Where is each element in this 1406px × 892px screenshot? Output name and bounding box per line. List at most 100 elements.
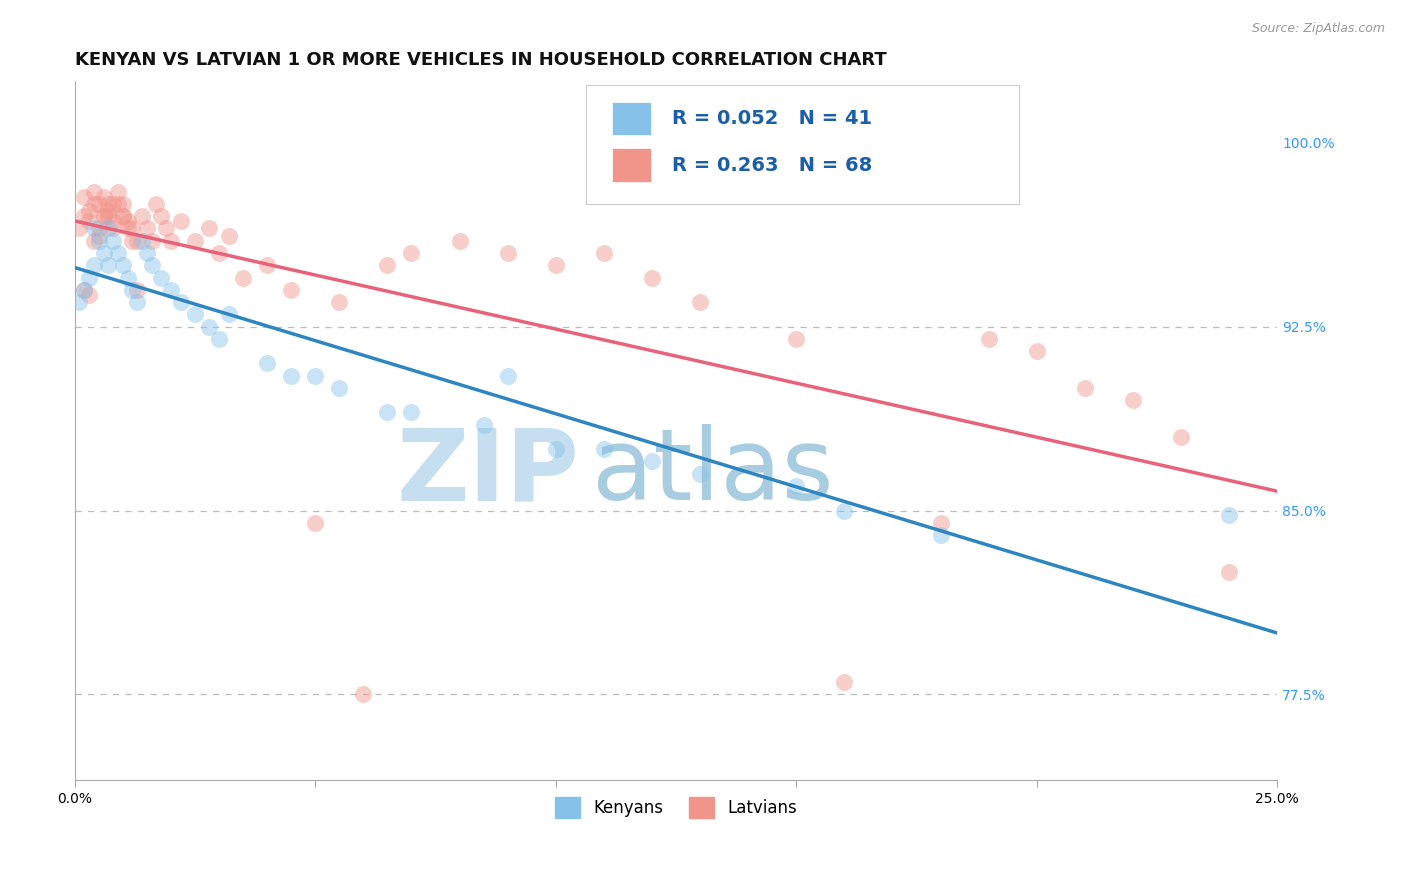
Point: [328, 381, 350, 395]
Point: [208, 332, 231, 346]
Point: [77, 214, 100, 228]
Text: atlas: atlas: [592, 425, 834, 521]
Point: [121, 234, 143, 248]
Point: [73, 189, 96, 203]
Point: [111, 209, 134, 223]
Point: [592, 442, 614, 457]
Point: [69, 295, 91, 310]
Point: [97, 197, 120, 211]
Point: [401, 405, 423, 419]
Point: [328, 295, 350, 310]
Text: R = 0.263   N = 68: R = 0.263 N = 68: [672, 156, 873, 175]
Point: [97, 258, 120, 272]
Point: [208, 246, 231, 260]
Point: [107, 246, 129, 260]
Point: [150, 209, 173, 223]
Point: [101, 221, 124, 235]
Point: [87, 197, 110, 211]
Point: [834, 675, 856, 690]
Point: [169, 295, 191, 310]
Point: [929, 528, 952, 542]
Point: [155, 221, 177, 235]
Point: [83, 221, 105, 235]
Point: [121, 221, 143, 235]
Point: [141, 258, 163, 272]
Point: [131, 234, 153, 248]
Point: [218, 307, 240, 321]
Point: [377, 258, 399, 272]
FancyBboxPatch shape: [612, 102, 651, 136]
Point: [472, 417, 495, 432]
Point: [107, 197, 129, 211]
Point: [401, 246, 423, 260]
Point: [83, 234, 105, 248]
Point: [1218, 508, 1240, 523]
Point: [117, 270, 139, 285]
Point: [93, 209, 115, 223]
Point: [449, 234, 471, 248]
Point: [135, 246, 157, 260]
Point: [83, 185, 105, 199]
Point: [352, 688, 374, 702]
Point: [689, 295, 711, 310]
Point: [97, 209, 120, 223]
Point: [111, 209, 134, 223]
Point: [73, 209, 96, 223]
Point: [1025, 344, 1047, 359]
Point: [1074, 381, 1097, 395]
Point: [256, 258, 278, 272]
Point: [377, 405, 399, 419]
Point: [1122, 393, 1144, 408]
Point: [280, 283, 302, 297]
Point: [785, 479, 807, 493]
Point: [83, 197, 105, 211]
Point: [127, 234, 149, 248]
Point: [160, 234, 183, 248]
Point: [496, 246, 519, 260]
Point: [117, 214, 139, 228]
Point: [127, 295, 149, 310]
Point: [77, 287, 100, 301]
Point: [1170, 430, 1192, 444]
Point: [641, 270, 664, 285]
FancyBboxPatch shape: [586, 85, 1019, 203]
Point: [304, 516, 326, 530]
Point: [169, 214, 191, 228]
Point: [641, 454, 664, 468]
Point: [87, 228, 110, 243]
Point: [101, 197, 124, 211]
Point: [977, 332, 1000, 346]
Point: [73, 283, 96, 297]
Point: [544, 442, 567, 457]
Point: [198, 319, 221, 334]
Point: [111, 258, 134, 272]
FancyBboxPatch shape: [612, 148, 651, 182]
Point: [785, 332, 807, 346]
Point: [198, 221, 221, 235]
Point: [160, 283, 183, 297]
Point: [69, 221, 91, 235]
Point: [77, 270, 100, 285]
Point: [145, 197, 167, 211]
Point: [107, 185, 129, 199]
Point: [111, 197, 134, 211]
Point: [256, 356, 278, 370]
Point: [87, 221, 110, 235]
Text: KENYAN VS LATVIAN 1 OR MORE VEHICLES IN HOUSEHOLD CORRELATION CHART: KENYAN VS LATVIAN 1 OR MORE VEHICLES IN …: [75, 51, 886, 69]
Text: ZIP: ZIP: [396, 425, 579, 521]
Point: [131, 209, 153, 223]
Point: [184, 307, 207, 321]
Point: [280, 368, 302, 383]
Point: [592, 246, 614, 260]
Text: R = 0.052   N = 41: R = 0.052 N = 41: [672, 109, 873, 128]
Point: [127, 283, 149, 297]
Point: [929, 516, 952, 530]
Point: [97, 204, 120, 219]
Point: [232, 270, 254, 285]
Point: [93, 246, 115, 260]
Point: [304, 368, 326, 383]
Point: [834, 503, 856, 517]
Point: [87, 234, 110, 248]
Point: [184, 234, 207, 248]
Point: [77, 204, 100, 219]
